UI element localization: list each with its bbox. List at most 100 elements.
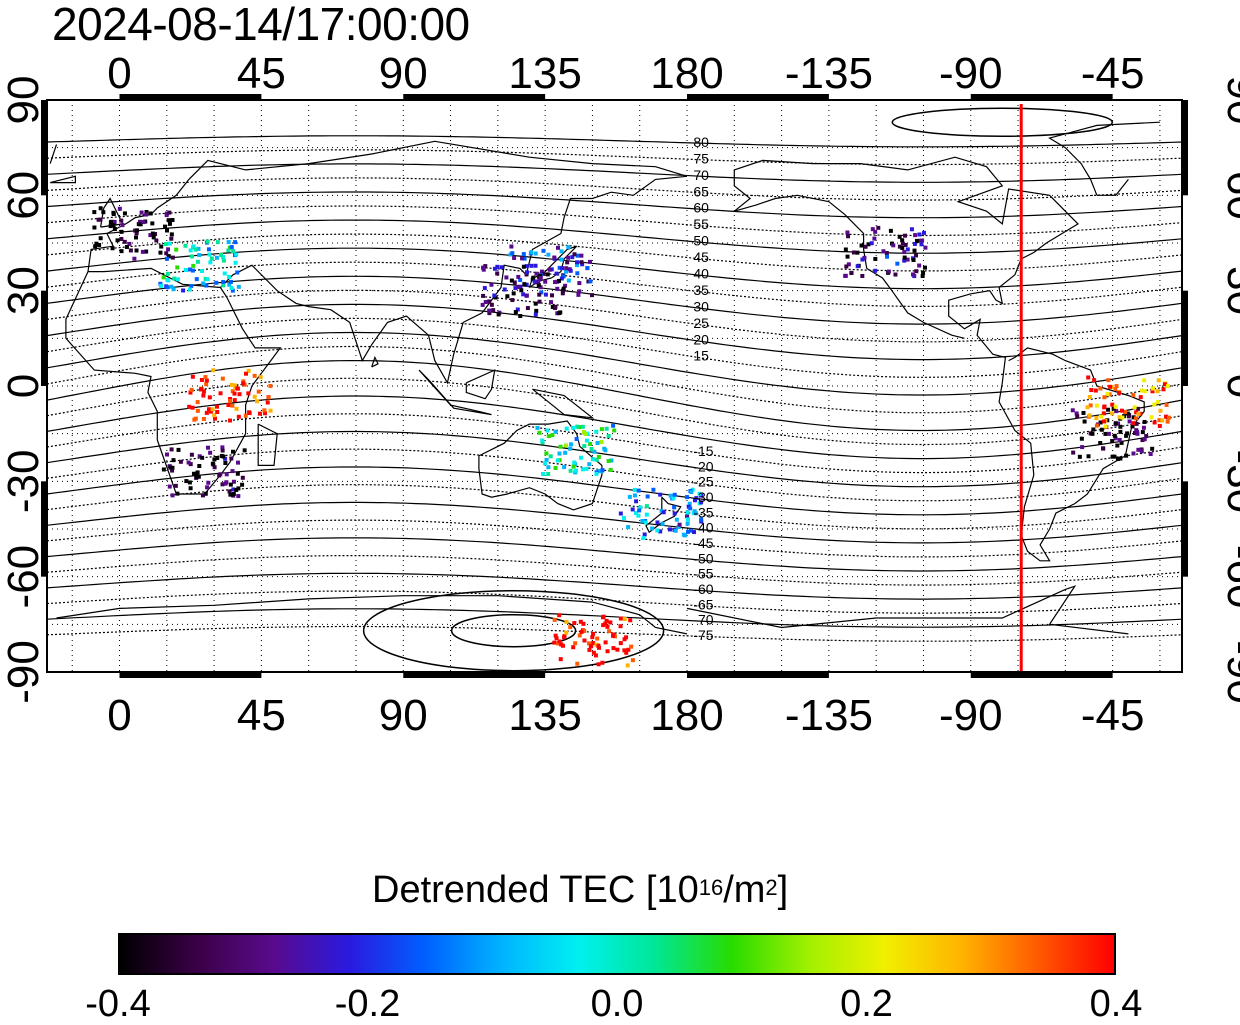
top-axis-bar (403, 94, 546, 100)
left-lat-label: -90 (0, 640, 48, 704)
bottom-lon-label: 180 (650, 691, 723, 740)
tec-point (189, 452, 194, 457)
contour-line (46, 501, 1183, 544)
tec-point (232, 398, 237, 403)
tec-point (884, 251, 889, 256)
tec-point (175, 491, 180, 496)
tec-point (843, 273, 848, 278)
right-lat-label: -60 (1218, 545, 1240, 609)
tec-point (563, 283, 568, 288)
tec-point (921, 270, 926, 275)
tec-point (170, 217, 175, 222)
tec-point (582, 629, 587, 634)
tec-point (911, 257, 916, 262)
tec-point (1113, 436, 1118, 441)
tec-point (579, 260, 584, 265)
coastline (418, 369, 492, 416)
tec-point (187, 404, 192, 409)
tec-point (1149, 415, 1154, 420)
tec-point (1098, 386, 1103, 391)
tec-point (624, 650, 629, 655)
tec-point (611, 423, 616, 428)
tec-point (144, 210, 149, 215)
contour-line (46, 289, 1183, 343)
tec-point (560, 288, 565, 293)
tec-point (1101, 446, 1106, 451)
tec-point (893, 272, 898, 277)
tec-point (1106, 407, 1111, 412)
tec-point (914, 269, 919, 274)
tec-point (1152, 402, 1157, 407)
coastline (87, 140, 688, 272)
tec-point (1131, 415, 1136, 420)
tec-point (586, 279, 591, 284)
tec-point (591, 650, 596, 655)
tec-point (869, 241, 874, 246)
tec-point (158, 250, 163, 255)
tec-point (1092, 378, 1097, 383)
tec-point (1152, 420, 1157, 425)
tec-point (1166, 415, 1171, 420)
tec-point (204, 382, 209, 387)
tec-point (1157, 418, 1162, 423)
tec-point (133, 235, 138, 240)
bottom-lon-label: -90 (939, 691, 1003, 740)
contour-line (46, 377, 1183, 446)
tec-point (582, 638, 587, 643)
tec-point (564, 630, 569, 635)
tec-point (262, 408, 267, 413)
tec-point (582, 444, 587, 449)
tec-point (190, 405, 195, 410)
tec-point (110, 246, 115, 251)
tec-point (220, 376, 225, 381)
tec-point (584, 438, 589, 443)
tec-point (252, 394, 257, 399)
tec-point (577, 281, 582, 286)
tec-point (212, 457, 217, 462)
tec-point (913, 233, 918, 238)
tec-point (1086, 375, 1091, 380)
tec-point (1134, 416, 1139, 421)
tec-point (224, 472, 229, 477)
top-axis-bar (119, 94, 262, 100)
tec-point (552, 640, 557, 645)
contour-line (46, 430, 1183, 488)
tec-point (572, 460, 577, 465)
tec-point (170, 493, 175, 498)
tec-point (1142, 389, 1147, 394)
tec-point (487, 311, 492, 316)
tec-point (164, 213, 169, 218)
contour-line (46, 275, 1183, 325)
tec-point (483, 300, 488, 305)
tec-point (482, 286, 487, 291)
tec-point (660, 521, 665, 526)
tec-point (207, 395, 212, 400)
tec-point (594, 429, 599, 434)
tec-point (141, 220, 146, 225)
colorbar-tick-label: 0.4 (1089, 983, 1143, 1025)
tec-point (481, 293, 486, 298)
tec-point (577, 633, 582, 638)
tec-point (221, 283, 226, 288)
tec-point (917, 238, 922, 243)
tec-point (496, 312, 501, 317)
tec-point (627, 494, 632, 499)
contour-line (46, 345, 1183, 414)
tec-point (191, 471, 196, 476)
tec-point (556, 641, 561, 646)
tec-point (487, 308, 492, 313)
tec-point (537, 430, 542, 435)
coastline (866, 267, 965, 339)
tec-point (188, 390, 193, 395)
tec-point (227, 418, 232, 423)
tec-point (181, 288, 186, 293)
tec-point (571, 645, 576, 650)
tec-point (140, 249, 145, 254)
bottom-axis-bar (687, 672, 829, 678)
tec-point (230, 288, 235, 293)
tec-point (849, 271, 854, 276)
tec-point (504, 275, 509, 280)
tec-point (590, 635, 595, 640)
tec-point (194, 277, 199, 282)
